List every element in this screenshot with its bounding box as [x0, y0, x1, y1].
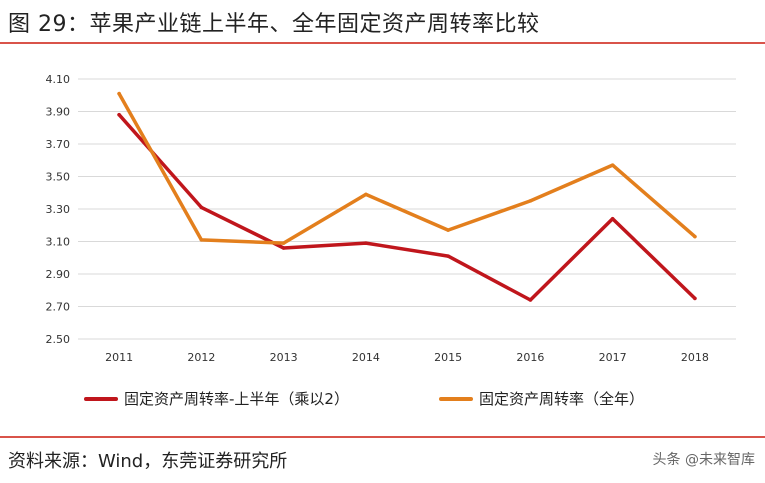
- x-tick-label: 2012: [187, 351, 215, 364]
- data-point: [364, 241, 368, 245]
- data-point: [693, 234, 697, 239]
- x-tick-label: 2018: [681, 351, 709, 364]
- x-tick-label: 2011: [105, 351, 133, 364]
- x-tick-label: 2014: [352, 351, 380, 364]
- data-point: [610, 163, 615, 167]
- grid-lines: [78, 78, 736, 340]
- y-axis-ticks: 2.50 2.70 2.90 3.10 3.30 3.50 3.70 3.90 4.10: [46, 73, 71, 346]
- x-axis-ticks: 2011 2012 2013 2014 2015 2016 2017 2018: [105, 351, 709, 364]
- series-line-2: [117, 91, 697, 245]
- x-tick-label: 2017: [599, 351, 627, 364]
- y-tick-label: 3.30: [46, 203, 71, 216]
- data-point: [199, 205, 204, 210]
- y-tick-label: 4.10: [46, 73, 71, 86]
- data-point: [117, 91, 121, 96]
- turnover-line-chart: 2.50 2.70 2.90 3.10 3.30 3.50 3.70 3.90 4.10 201…: [46, 73, 736, 408]
- y-tick-label: 3.70: [46, 138, 71, 151]
- data-point: [528, 199, 533, 203]
- legend-label-1: 固定资产周转率-上半年（乘以2）: [124, 390, 349, 408]
- data-point: [446, 254, 450, 258]
- figure-title: 图 29：苹果产业链上半年、全年固定资产周转率比较: [8, 12, 540, 37]
- y-tick-label: 3.90: [46, 106, 71, 119]
- data-point: [446, 228, 450, 232]
- title-divider: [0, 42, 765, 44]
- data-point: [281, 241, 286, 245]
- data-point: [281, 246, 286, 250]
- data-point: [610, 216, 615, 221]
- x-tick-label: 2015: [434, 351, 462, 364]
- x-tick-label: 2013: [270, 351, 298, 364]
- source-note: 资料来源：Wind，东莞证券研究所: [8, 451, 288, 472]
- watermark: 头条 @未来智库: [652, 452, 755, 468]
- data-point: [117, 112, 121, 117]
- legend-label-2: 固定资产周转率（全年）: [479, 390, 644, 408]
- x-tick-label: 2016: [516, 351, 544, 364]
- y-tick-label: 3.10: [46, 236, 71, 249]
- y-tick-label: 3.50: [46, 171, 71, 184]
- y-tick-label: 2.70: [46, 301, 71, 314]
- footer-divider: [0, 436, 765, 438]
- data-point: [364, 192, 368, 197]
- y-tick-label: 2.50: [46, 333, 71, 346]
- series-line-1: [117, 112, 697, 302]
- data-point: [528, 298, 533, 302]
- chart-legend: 固定资产周转率-上半年（乘以2） 固定资产周转率（全年）: [84, 390, 644, 408]
- data-point: [199, 238, 204, 242]
- y-tick-label: 2.90: [46, 268, 71, 281]
- data-point: [693, 296, 697, 301]
- series-lines: [117, 91, 697, 302]
